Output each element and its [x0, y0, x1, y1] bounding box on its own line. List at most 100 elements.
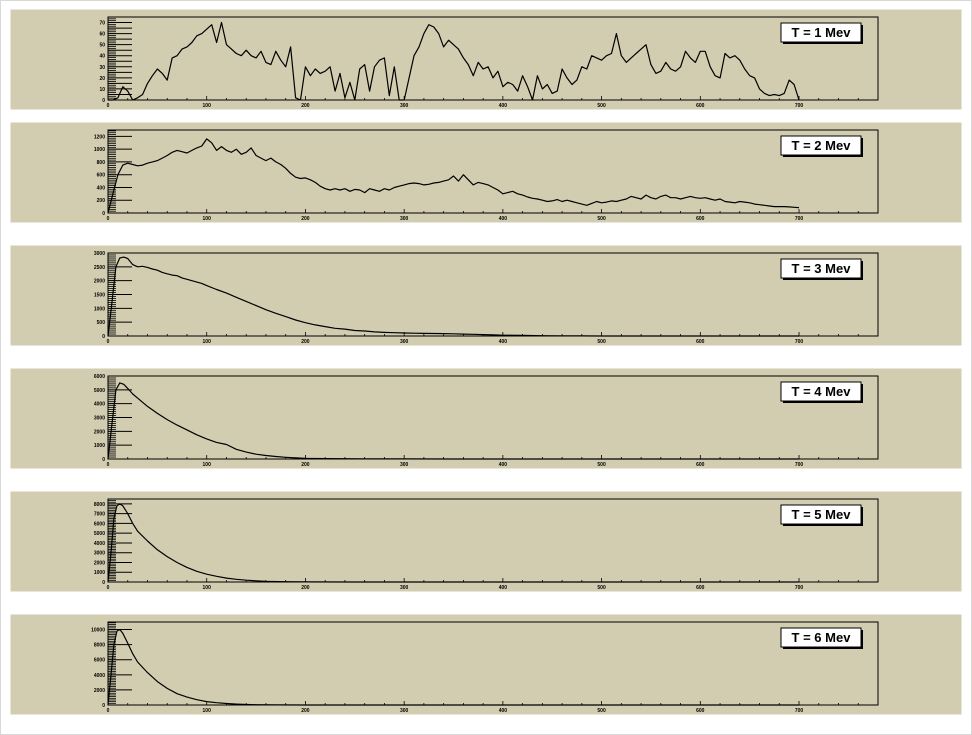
panel-6-x-tick-label: 300	[400, 708, 409, 714]
panel-1-y-tick-label: 10	[99, 87, 105, 93]
panel-5-y-tick-label: 7000	[94, 512, 105, 518]
panel-6-x-tick-label: 400	[499, 708, 508, 714]
panel-6-x-tick-label: 600	[696, 708, 705, 714]
panel-5-y-tick-label: 0	[102, 580, 105, 586]
panel-2-x-tick-label: 700	[795, 216, 804, 222]
panel-3-series-line	[107, 256, 799, 337]
panel-4-legend-box	[780, 381, 862, 402]
panel-2-legend-box	[780, 135, 862, 156]
panel-3-y-tick-label: 0	[102, 334, 105, 340]
panel-6-y-tick-label: 6000	[94, 658, 105, 664]
panel-1-x-tick-label: 0	[107, 103, 110, 109]
panel-5-x-tick-label: 500	[597, 585, 606, 591]
panel-4-x-tick-label: 0	[107, 462, 110, 468]
panel-4-y-tick-label: 5000	[94, 388, 105, 394]
panel-5-x-tick-label: 300	[400, 585, 409, 591]
panel-1-y-tick-label: 0	[102, 98, 105, 104]
panel-4-y-tick-label: 2000	[94, 429, 105, 435]
panel-1-y-tick-label: 50	[99, 43, 105, 49]
panel-1-legend-text: T = 1 Mev	[792, 25, 852, 40]
panel-6-x-tick-label: 0	[107, 708, 110, 714]
panel-4-y-tick-label: 1000	[94, 443, 105, 449]
panel-5-legend-box	[780, 504, 862, 525]
panel-1-y-tick-label: 30	[99, 65, 105, 71]
panel-6-x-tick-label: 700	[795, 708, 804, 714]
panel-5: 0 1000 2000 3000 4000 5000 6000 7000 8000 0 100 200…	[9, 490, 963, 593]
panel-1-y-tick-label: 60	[99, 32, 105, 38]
panel-3-y-tick-label: 2000	[94, 279, 105, 285]
panel-3: 0 500 1000 1500 2000 2500 3000 0 100 200 300 400 500…	[9, 244, 963, 347]
panel-1-y-tick-label: 70	[99, 21, 105, 27]
panel-5-y-tick-label: 3000	[94, 551, 105, 557]
panel-5-x-tick-label: 400	[499, 585, 508, 591]
panel-3-y-tick-label: 1500	[94, 293, 105, 299]
panel-2-y-tick-label: 600	[97, 173, 106, 179]
panel-5-y-tick-label: 1000	[94, 570, 105, 576]
panel-6-legend-box	[780, 627, 862, 648]
panel-6-y-tick-label: 10000	[91, 628, 105, 634]
panel-2-x-tick-label: 600	[696, 216, 705, 222]
panel-2-y-tick-label: 1200	[94, 134, 105, 140]
panel-4-y-tick-label: 3000	[94, 416, 105, 422]
panel-4: 0 1000 2000 3000 4000 5000 6000 0 100 200 300 400 50…	[9, 367, 963, 470]
panel-1-x-tick-label: 700	[795, 103, 804, 109]
panel-2-frame	[107, 129, 879, 214]
panel-2-series-line	[107, 138, 800, 214]
panel-6: 0 2000 4000 6000 8000 10000 0 100 200 300 400 500 60…	[9, 613, 963, 716]
panel-4-legend-text: T = 4 Mev	[792, 384, 852, 399]
panel-1-frame	[107, 16, 879, 101]
panel-3-y-tick-label: 2500	[94, 265, 105, 271]
panel-6-y-tick-label: 0	[102, 703, 105, 709]
panel-6-x-tick-label: 500	[597, 708, 606, 714]
panel-1-series-line	[108, 21, 800, 101]
panel-6-y-tick-label: 2000	[94, 688, 105, 694]
panel-3-x-tick-label: 700	[795, 339, 804, 345]
panel-5-series-line	[107, 503, 799, 583]
panel-3-x-tick-label: 600	[696, 339, 705, 345]
panel-4-y-tick-label: 0	[102, 457, 105, 463]
panel-4-series-line	[107, 382, 799, 460]
panel-4-x-tick-label: 600	[696, 462, 705, 468]
panel-4-y-tick-label: 6000	[94, 374, 105, 380]
panel-5-x-tick-label: 700	[795, 585, 804, 591]
panel-4-x-tick-label: 200	[301, 462, 310, 468]
panel-2-legend-text: T = 2 Mev	[792, 138, 852, 153]
panel-6-y-tick-label: 4000	[94, 673, 105, 679]
panel-6-x-tick-label: 100	[203, 708, 212, 714]
panel-5-x-tick-label: 100	[203, 585, 212, 591]
panel-3-legend-text: T = 3 Mev	[792, 261, 852, 276]
panel-4-x-tick-label: 500	[597, 462, 606, 468]
panel-5-y-tick-label: 2000	[94, 560, 105, 566]
panel-5-x-tick-label: 200	[301, 585, 310, 591]
panel-3-y-tick-label: 1000	[94, 306, 105, 312]
panel-6-legend-text: T = 6 Mev	[792, 630, 852, 645]
panel-1-y-tick-label: 40	[99, 54, 105, 60]
panel-5-y-tick-label: 8000	[94, 502, 105, 508]
panel-1-legend-box	[780, 22, 862, 43]
panel-2-x-tick-label: 200	[301, 216, 310, 222]
panel-1-x-tick-label: 300	[400, 103, 409, 109]
panel-2-y-tick-label: 800	[97, 160, 106, 166]
panel-2-x-tick-label: 100	[203, 216, 212, 222]
panel-3-x-tick-label: 400	[499, 339, 508, 345]
panel-5-y-tick-label: 6000	[94, 521, 105, 527]
panel-3-y-tick-label: 3000	[94, 251, 105, 257]
panel-5-y-tick-label: 5000	[94, 531, 105, 537]
panel-2-y-tick-label: 0	[102, 211, 105, 217]
panel-2-x-tick-label: 300	[400, 216, 409, 222]
panel-5-y-tick-label: 4000	[94, 541, 105, 547]
panel-5-x-tick-label: 600	[696, 585, 705, 591]
panel-4-y-tick-label: 4000	[94, 402, 105, 408]
panel-3-x-tick-label: 200	[301, 339, 310, 345]
panel-3-x-tick-label: 300	[400, 339, 409, 345]
panel-1-x-tick-label: 500	[597, 103, 606, 109]
panel-3-x-tick-label: 100	[203, 339, 212, 345]
panel-1-x-tick-label: 600	[696, 103, 705, 109]
panel-4-x-tick-label: 300	[400, 462, 409, 468]
panel-5-legend-text: T = 5 Mev	[792, 507, 852, 522]
panel-1-x-tick-label: 200	[301, 103, 310, 109]
panel-2-x-tick-label: 0	[107, 216, 110, 222]
